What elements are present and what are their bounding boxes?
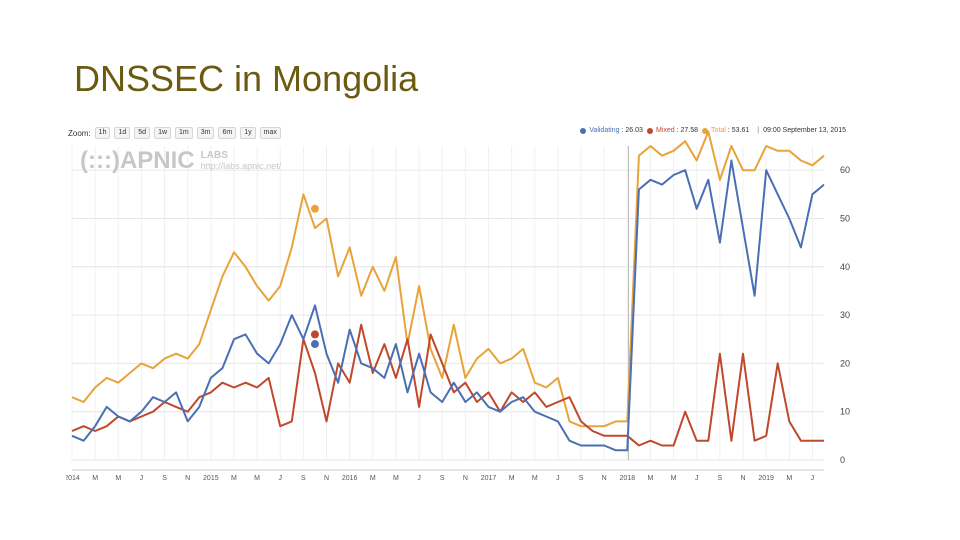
apnic-logo: (:::)APNIC xyxy=(80,147,195,174)
x-tick-label: S xyxy=(301,475,306,482)
zoom-button-3m[interactable]: 3m xyxy=(196,127,215,139)
legend-item-validating[interactable]: Validating : 26.03 xyxy=(580,127,643,134)
legend-dot-icon xyxy=(580,127,587,134)
x-tick-label: J xyxy=(417,475,421,482)
x-tick-label: N xyxy=(324,475,329,482)
zoom-button-5d[interactable]: 5d xyxy=(134,127,151,139)
legend-dot-icon xyxy=(646,127,653,134)
x-tick-label: J xyxy=(140,475,144,482)
legend-value: : 27.58 xyxy=(676,127,699,134)
x-tick-label: S xyxy=(440,475,445,482)
legend-name: Total xyxy=(711,127,726,134)
x-tick-label: M xyxy=(671,475,677,482)
slide-title: DNSSEC in Mongolia xyxy=(74,58,419,99)
y-tick-label: 60 xyxy=(840,165,850,175)
x-tick-label: M xyxy=(92,475,98,482)
x-tick-label: 2015 xyxy=(203,475,219,482)
legend-value: : 53.61 xyxy=(727,127,750,134)
zoom-label: Zoom: xyxy=(68,128,91,138)
x-tick-label: M xyxy=(393,475,399,482)
x-tick-label: 2016 xyxy=(342,475,358,482)
series-line-mixed xyxy=(71,323,824,447)
legend-item-mixed[interactable]: Mixed : 27.58 xyxy=(646,127,699,134)
zoom-button-1d[interactable]: 1d xyxy=(114,127,131,139)
chart-legend: Validating : 26.03 Mixed : 27.58 Total :… xyxy=(580,127,846,134)
zoom-button-max[interactable]: max xyxy=(259,127,281,139)
hover-marker-total xyxy=(310,204,319,213)
x-tick-label: M xyxy=(370,475,376,482)
x-tick-label: 2019 xyxy=(758,475,774,482)
watermark-url: http://labs.apnic.net/ xyxy=(200,161,282,171)
x-tick-label: J xyxy=(278,475,282,482)
x-tick-label: M xyxy=(254,475,260,482)
x-tick-label: M xyxy=(509,475,515,482)
x-tick-label: N xyxy=(602,475,607,482)
legend-item-total[interactable]: Total : 53.61 xyxy=(702,127,749,134)
watermark-labs: LABS xyxy=(200,150,228,161)
x-tick-label: S xyxy=(162,475,167,482)
x-tick-label: M xyxy=(786,475,792,482)
series-line-validating xyxy=(71,159,825,452)
y-tick-label: 50 xyxy=(840,213,850,223)
x-tick-label: J xyxy=(556,475,560,482)
x-tick-label: 2014 xyxy=(66,475,80,482)
x-tick-label: J xyxy=(811,475,815,482)
y-tick-label: 20 xyxy=(840,358,850,368)
x-tick-label: 2017 xyxy=(481,475,497,482)
chart-frame: 0 10 20 30 40 50 60 2014 M M J S N 2015 M M J S N 2016 M M J S N… xyxy=(66,122,854,486)
legend-separator: | xyxy=(757,127,760,134)
x-tick-label: N xyxy=(740,475,745,482)
x-tick-label: M xyxy=(532,475,538,482)
x-tick-label: N xyxy=(185,475,190,482)
x-tick-label: J xyxy=(695,475,699,482)
legend-name: Mixed xyxy=(655,127,675,134)
x-tick-label: S xyxy=(579,475,584,482)
hover-marker-mixed xyxy=(310,330,319,339)
y-tick-label: 30 xyxy=(840,310,850,320)
watermark-text: LABS http://labs.apnic.net/ xyxy=(201,150,282,172)
zoom-bar: Zoom: 1h 1d 5d 1w 1m 3m 6m 1y max xyxy=(68,126,285,140)
line-chart: 0 10 20 30 40 50 60 2014 M M J S N 2015 M M J S N 2016 M M J S N… xyxy=(66,130,850,482)
zoom-button-1h[interactable]: 1h xyxy=(94,127,111,139)
hover-marker-validating xyxy=(310,340,319,349)
x-tick-label: M xyxy=(648,475,654,482)
legend-dot-icon xyxy=(702,127,709,134)
x-tick-label: S xyxy=(718,475,723,482)
y-tick-label: 40 xyxy=(840,262,850,272)
zoom-button-1w[interactable]: 1w xyxy=(154,127,172,139)
legend-name: Validating xyxy=(589,127,620,134)
y-tick-label: 0 xyxy=(840,455,845,465)
zoom-button-1y[interactable]: 1y xyxy=(240,127,256,139)
y-tick-label: 10 xyxy=(840,407,850,417)
legend-value: : 26.03 xyxy=(621,127,643,134)
series-line-total xyxy=(71,130,825,428)
x-tick-label: 2018 xyxy=(620,475,636,482)
x-tick-label: M xyxy=(115,475,121,482)
apnic-labs-watermark: (:::)APNIC LABS http://labs.apnic.net/ xyxy=(80,146,281,176)
legend-timestamp: 09:00 September 13, 2015 xyxy=(763,127,846,134)
zoom-button-6m[interactable]: 6m xyxy=(218,127,237,139)
zoom-button-1m[interactable]: 1m xyxy=(175,127,193,139)
x-tick-label: M xyxy=(231,475,237,482)
x-tick-label: N xyxy=(463,475,468,482)
